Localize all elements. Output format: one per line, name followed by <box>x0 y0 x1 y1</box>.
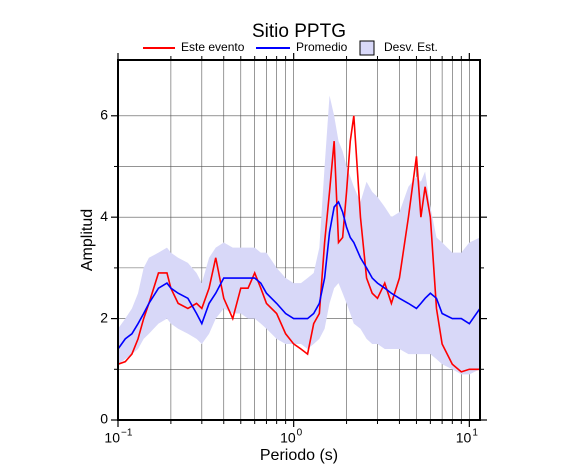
y-tick-label: 4 <box>100 208 108 224</box>
x-tick-label: 10 <box>104 430 120 446</box>
x-axis-label: Periodo (s) <box>260 447 338 464</box>
x-tick-exponent: 0 <box>297 428 303 439</box>
plot-frame <box>117 59 481 421</box>
x-tick-exponent: 1 <box>472 428 478 439</box>
x-tick-label: 10 <box>456 430 472 446</box>
plot-area <box>118 60 480 420</box>
series-line <box>118 200 480 350</box>
x-tick-exponent: −1 <box>121 428 133 439</box>
y-tick-label: 6 <box>100 106 108 122</box>
legend-label: Promedio <box>296 40 348 54</box>
y-tick-label: 0 <box>100 411 108 427</box>
series-line <box>118 115 480 373</box>
legend-label: Desv. Est. <box>384 40 438 54</box>
y-tick-label: 2 <box>100 309 108 325</box>
x-tick-label: 10 <box>280 430 296 446</box>
y-axis-label: Amplitud <box>79 209 96 271</box>
chart-title: Sitio PPTG <box>252 21 346 42</box>
legend-swatch <box>359 40 375 56</box>
std-band <box>118 95 480 375</box>
legend-label: Este evento <box>181 40 245 54</box>
